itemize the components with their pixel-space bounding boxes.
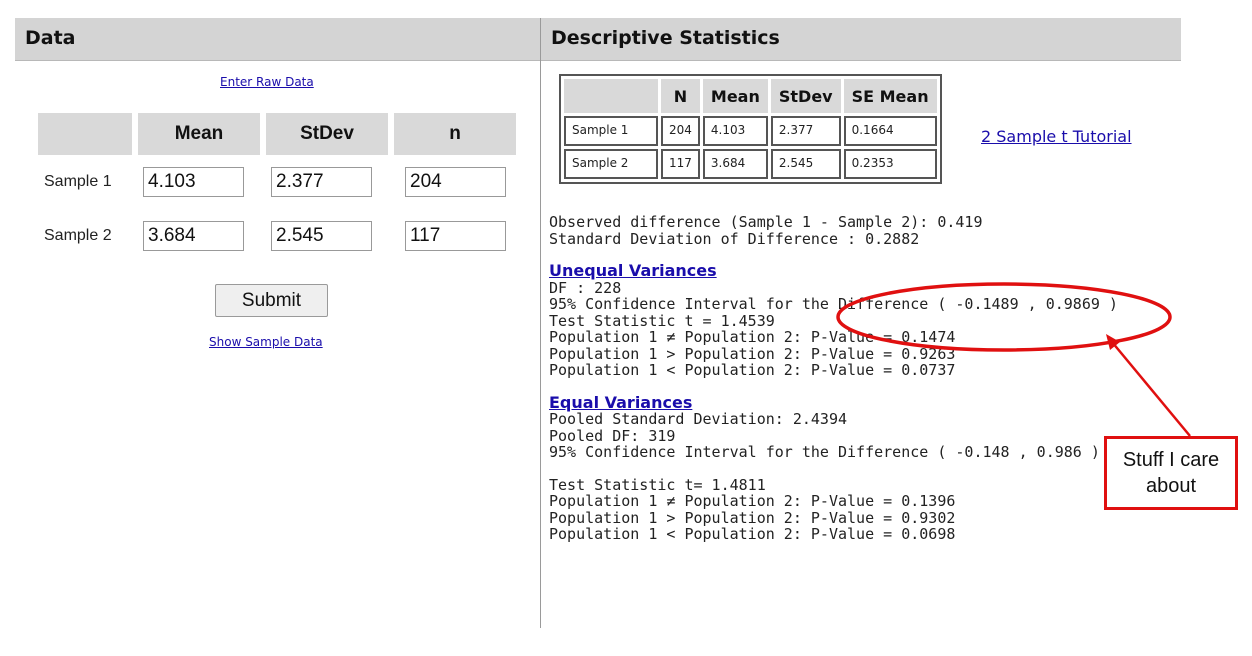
column-header-se-mean: SE Mean [843,79,937,113]
data-panel: Data Enter Raw Data Mean StDev n Sample … [15,18,541,628]
row-label-sample-1: Sample 1 [564,116,658,146]
column-header-n: n [391,113,516,155]
cell-stdev: 2.545 [770,149,841,179]
data-panel-header: Data [15,18,540,61]
descriptive-stats-table: N Mean StDev SE Mean Sample 1 204 4.103 … [559,74,942,184]
two-sample-t-tutorial-link[interactable]: 2 Sample t Tutorial [981,127,1132,146]
unequal-variances-link[interactable]: Unequal Variances [549,261,717,280]
cell-n: 204 [661,116,700,146]
equal-confidence-interval: 95% Confidence Interval for the Differen… [549,443,1100,461]
annotation-callout-box: Stuff I care about [1104,436,1238,510]
equal-p-value-gt: Population 1 > Population 2: P-Value = 0… [549,508,956,527]
sample-1-mean-input[interactable] [143,167,244,197]
annotation-text-line-1: Stuff I care [1122,449,1220,471]
row-label-sample-2: Sample 2 [564,149,658,179]
column-header-stdev: StDev [263,113,394,155]
sample-1-n-input[interactable] [405,167,506,197]
column-header-mean: Mean [702,79,768,113]
table-row: Sample 1 204 4.103 2.377 0.1664 [564,116,937,146]
unequal-p-value-lt: Population 1 < Population 2: P-Value = 0… [549,361,956,379]
table-header-row: N Mean StDev SE Mean [564,79,937,113]
cell-mean: 3.684 [702,149,768,179]
observed-difference: Observed difference (Sample 1 - Sample 2… [549,213,983,231]
sample-2-n-input[interactable] [405,221,506,251]
cell-n: 117 [661,149,700,179]
blank-header-cell [564,79,658,113]
equal-test-statistic: Test Statistic t= 1.4811 [549,475,766,494]
enter-raw-data-link[interactable]: Enter Raw Data [220,75,314,89]
cell-se-mean: 0.2353 [843,149,937,179]
table-row: Sample 2 117 3.684 2.545 0.2353 [564,149,937,179]
equal-p-value-lt: Population 1 < Population 2: P-Value = 0… [549,525,956,543]
table-row: Sample 1 [38,155,516,209]
row-label-sample-2: Sample 2 [44,227,112,244]
submit-button[interactable]: Submit [215,284,328,317]
show-sample-data-link[interactable]: Show Sample Data [209,335,323,349]
blank-header-cell [38,113,138,155]
cell-se-mean: 0.1664 [843,116,937,146]
pooled-standard-deviation: Pooled Standard Deviation: 2.4394 [549,410,848,428]
summary-input-table: Mean StDev n Sample 1 Sample 2 [38,113,516,263]
annotation-text-line-2: about [1145,475,1197,497]
table-header-row: Mean StDev n [38,113,516,155]
column-header-mean: Mean [135,113,266,155]
highlight-ellipse [836,282,1172,352]
unequal-test-statistic: Test Statistic t = 1.4539 [549,311,775,330]
table-row: Sample 2 [38,209,516,263]
descriptive-statistics-header: Descriptive Statistics [541,18,1181,61]
cell-mean: 4.103 [702,116,768,146]
sd-of-difference: Standard Deviation of Difference : 0.288… [549,229,920,248]
annotation-arrow-icon [1106,334,1191,437]
results-output: Observed difference (Sample 1 - Sample 2… [549,214,1118,543]
sample-1-stdev-input[interactable] [271,167,372,197]
sample-2-mean-input[interactable] [143,221,244,251]
pooled-df: Pooled DF: 319 [549,426,676,445]
descriptive-statistics-panel: Descriptive Statistics N Mean StDev SE M… [541,18,1181,628]
column-header-n: N [661,79,700,113]
equal-p-value-ne: Population 1 ≠ Population 2: P-Value = 0… [549,492,956,510]
unequal-p-value-gt: Population 1 > Population 2: P-Value = 0… [549,344,956,363]
equal-variances-link[interactable]: Equal Variances [549,392,693,412]
cell-stdev: 2.377 [770,116,841,146]
column-header-stdev: StDev [770,79,841,113]
sample-2-stdev-input[interactable] [271,221,372,251]
row-label-sample-1: Sample 1 [44,173,112,190]
unequal-p-value-ne: Population 1 ≠ Population 2: P-Value = 0… [549,328,956,346]
unequal-df: DF : 228 [549,278,622,297]
